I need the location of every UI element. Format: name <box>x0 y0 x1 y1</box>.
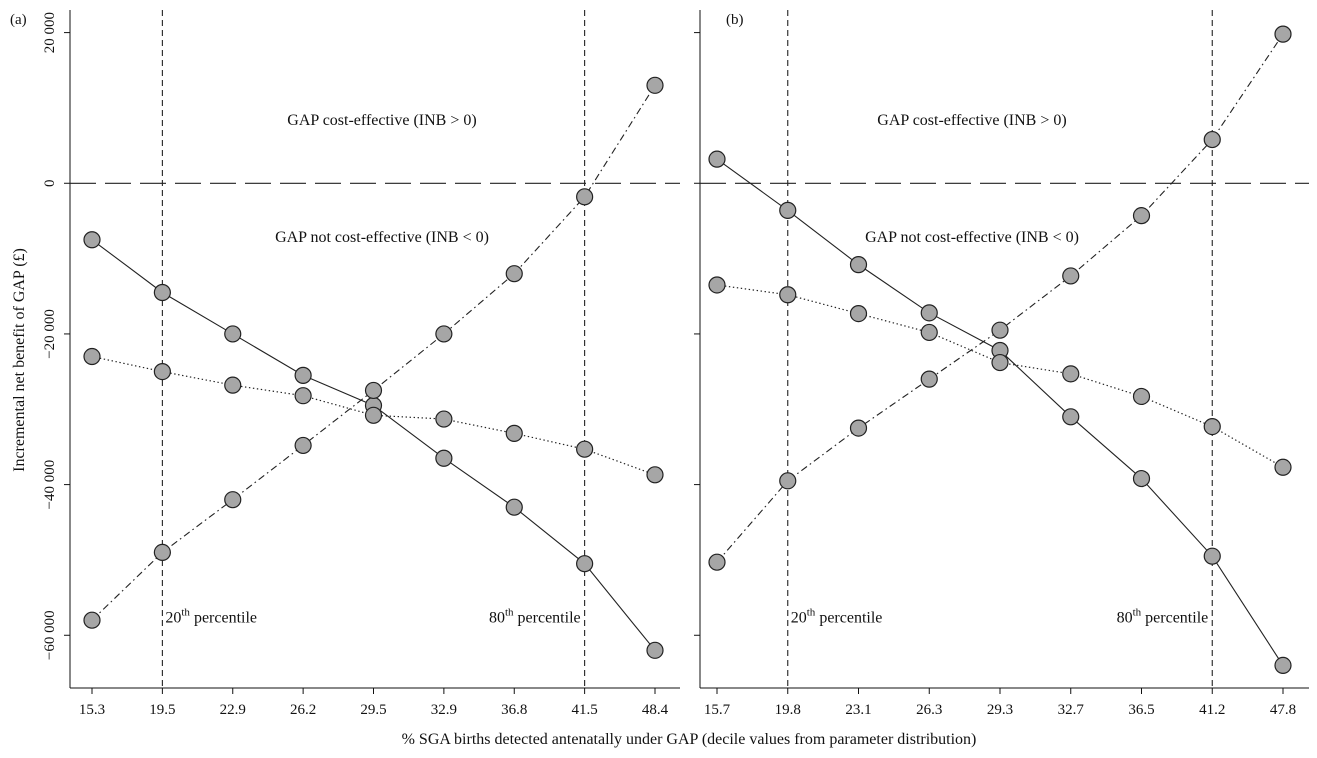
data-point-dashdot <box>646 76 664 94</box>
data-point-dotted <box>83 347 101 366</box>
data-point-solid <box>435 449 453 467</box>
data-point-solid <box>708 150 726 168</box>
data-point-solid <box>505 498 523 516</box>
x-tick-label: 22.9 <box>220 702 246 718</box>
data-point-dashdot <box>576 188 594 206</box>
panel-b: 15.7 19.8 23.1 26.3 29.3 32.7 36.5 41.2 47.8 20th… <box>694 10 1309 718</box>
data-point-dotted <box>153 363 171 381</box>
panel-label: (b) <box>726 12 744 28</box>
x-tick-label: 26.3 <box>916 702 942 718</box>
x-tick-label: 29.3 <box>987 702 1013 718</box>
data-point-solid <box>920 304 938 322</box>
data-point-dashdot <box>364 381 383 400</box>
x-tick-label: 15.7 <box>704 702 731 718</box>
data-point-dotted <box>1132 387 1151 406</box>
x-tick-label: 15.3 <box>79 702 105 718</box>
data-point-dotted <box>224 376 242 394</box>
x-tick-label: 36.5 <box>1128 702 1154 718</box>
panel-label: (a) <box>10 12 27 28</box>
annotation-not-cost-effective: GAP not cost-effective (INB < 0) <box>865 229 1079 246</box>
y-axis-label: Incremental net benefit of GAP (£) <box>11 248 28 472</box>
x-tick-label: 19.8 <box>775 702 801 718</box>
data-point-dotted <box>920 323 938 342</box>
data-point-dotted <box>435 410 453 428</box>
x-tick-label: 29.5 <box>360 702 386 718</box>
data-point-solid <box>224 325 242 343</box>
data-point-solid <box>83 231 101 249</box>
data-point-dashdot <box>83 611 101 629</box>
percentile-label: 20th percentile <box>791 606 883 626</box>
data-point-dashdot <box>1203 130 1221 149</box>
data-point-dashdot <box>1132 207 1151 225</box>
series-dotted-line <box>716 284 1284 468</box>
y-tick-label: −60 000 <box>42 610 58 660</box>
x-tick-label: 41.2 <box>1199 702 1225 718</box>
series-dashdot-line <box>91 85 656 621</box>
data-point-dotted <box>991 353 1009 372</box>
data-point-dashdot <box>505 265 523 283</box>
x-axis-label: % SGA births detected antenatally under … <box>402 731 977 748</box>
data-point-solid <box>1132 469 1151 488</box>
data-point-solid <box>779 201 797 219</box>
data-point-solid <box>1203 547 1221 565</box>
data-point-dashdot <box>153 543 171 562</box>
data-point-dotted <box>849 304 868 323</box>
data-point-dashdot <box>224 491 242 509</box>
x-tick-label: 48.4 <box>642 702 669 718</box>
x-tick-label: 19.5 <box>149 702 175 718</box>
data-point-dotted <box>1274 458 1292 476</box>
data-point-dotted <box>576 440 594 458</box>
data-point-dashdot <box>435 325 453 343</box>
y-tick-label: −40 000 <box>42 460 58 510</box>
data-point-dotted <box>708 276 726 294</box>
data-point-dashdot <box>708 553 726 571</box>
x-tick-label: 32.7 <box>1058 702 1085 718</box>
x-tick-label: 47.8 <box>1270 702 1296 718</box>
data-point-solid <box>646 641 664 659</box>
data-point-solid <box>1062 408 1080 426</box>
data-point-dotted <box>646 466 664 484</box>
x-tick-label: 23.1 <box>845 702 871 718</box>
data-point-dotted <box>1062 365 1080 383</box>
data-point-dotted <box>779 286 797 304</box>
x-tick-label: 41.5 <box>572 702 598 718</box>
series-dashdot-line <box>716 33 1284 563</box>
y-tick-label: 0 <box>42 180 58 188</box>
y-tick-label: 20 000 <box>42 12 58 53</box>
x-tick-label: 32.9 <box>431 702 457 718</box>
data-point-solid <box>576 555 594 573</box>
data-point-dashdot <box>1062 267 1080 285</box>
x-tick-label: 36.8 <box>501 702 527 718</box>
data-point-dashdot <box>294 436 312 455</box>
data-point-dotted <box>1203 417 1221 436</box>
series-solid-line <box>91 239 656 651</box>
percentile-label: 80th percentile <box>1117 606 1209 626</box>
percentile-label: 80th percentile <box>489 606 581 626</box>
data-point-dashdot <box>1274 25 1292 43</box>
data-point-dashdot <box>849 419 868 437</box>
data-point-dashdot <box>920 370 938 388</box>
annotation-cost-effective: GAP cost-effective (INB > 0) <box>287 112 476 129</box>
annotation-cost-effective: GAP cost-effective (INB > 0) <box>877 112 1066 129</box>
data-point-solid <box>153 283 171 302</box>
data-point-solid <box>849 256 868 274</box>
data-point-dashdot <box>991 321 1009 339</box>
data-point-dotted <box>505 424 523 442</box>
panel-a: 20 000 0 −20 000 −40 000 −60 000 15.3 19.5 22.9… <box>10 10 680 718</box>
data-point-dashdot <box>779 472 797 490</box>
x-tick-label: 26.2 <box>290 702 316 718</box>
data-point-solid <box>1274 656 1292 675</box>
data-point-dotted <box>364 406 383 424</box>
data-point-solid <box>294 366 312 384</box>
y-tick-label: −20 000 <box>42 309 58 359</box>
data-point-dotted <box>294 387 312 405</box>
annotation-not-cost-effective: GAP not cost-effective (INB < 0) <box>275 229 489 246</box>
percentile-label: 20th percentile <box>165 606 257 626</box>
